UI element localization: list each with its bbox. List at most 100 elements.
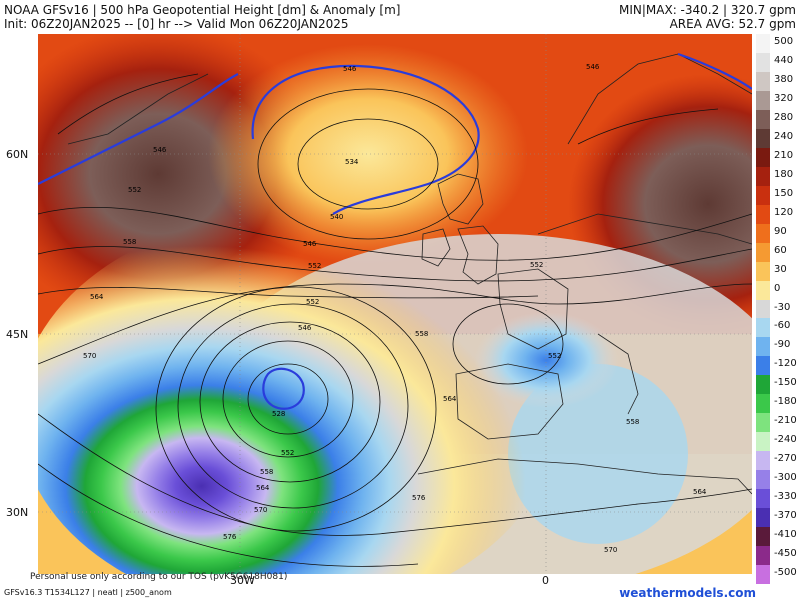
contour-labels: 546 552 558 564 570 546 534 540 546 552 … xyxy=(83,63,707,554)
contour-label: 552 xyxy=(308,262,321,270)
legend-swatch xyxy=(756,223,770,243)
legend-row: -500 xyxy=(756,565,797,584)
legend-row: 380 xyxy=(756,71,796,91)
map-title: NOAA GFSv16 | 500 hPa Geopotential Heigh… xyxy=(4,3,401,17)
legend-row: -60 xyxy=(756,318,796,338)
contour-label: 546 xyxy=(343,65,357,73)
model-info: GFSv16.3 T1534L127 | neatl | z500_anom xyxy=(4,588,172,597)
legend-label: 500 xyxy=(774,36,794,47)
area-average: AREA AVG: 52.7 gpm xyxy=(669,17,796,31)
legend-label: -450 xyxy=(774,548,797,560)
min-max-value: MIN|MAX: -340.2 | 320.7 gpm xyxy=(619,3,796,17)
legend-swatch xyxy=(756,394,770,414)
legend-swatch xyxy=(756,489,770,509)
legend-swatch xyxy=(756,128,770,148)
legend-row: 90 xyxy=(756,223,796,243)
legend-swatch xyxy=(756,508,770,528)
legend-swatch xyxy=(756,280,770,300)
legend-label: -330 xyxy=(774,491,797,503)
legend-row: 320 xyxy=(756,90,796,110)
contour-label: 558 xyxy=(260,468,273,476)
legend-swatch xyxy=(756,546,770,566)
legend-label: -180 xyxy=(774,396,797,408)
contour-label: 570 xyxy=(604,546,617,554)
legend-row: -120 xyxy=(756,356,797,376)
contour-label: 564 xyxy=(443,395,457,403)
contour-label: 558 xyxy=(123,238,136,246)
legend-swatch xyxy=(756,261,770,281)
ireland-coast xyxy=(421,228,451,267)
legend-row: -150 xyxy=(756,375,797,395)
legend-label: 30 xyxy=(774,263,787,275)
legend-row: -210 xyxy=(756,413,797,433)
contour-label: 546 xyxy=(153,146,167,154)
legend-label: 60 xyxy=(774,244,787,256)
legend-swatch xyxy=(756,318,770,338)
tos-notice: Personal use only according to our TOS (… xyxy=(30,572,288,582)
legend-swatch xyxy=(756,565,770,584)
contour-label: 528 xyxy=(272,410,285,418)
legend-row: -30 xyxy=(756,299,796,319)
france-coast xyxy=(497,268,569,350)
contour-label: 552 xyxy=(530,261,543,269)
legend-row: -450 xyxy=(756,546,797,566)
contour-label: 546 xyxy=(586,63,600,71)
color-legend: 500 440 380 320 280 240 210 180 150 120 90 60 30 0 -30… xyxy=(756,34,797,584)
height-540-dm-isoline xyxy=(38,52,752,410)
contour-label: 576 xyxy=(223,533,237,541)
lon-label-0: 0 xyxy=(542,574,549,587)
legend-label: 180 xyxy=(774,168,794,180)
lon-label-30w: 30W xyxy=(230,574,255,587)
brand-link[interactable]: weathermodels.com xyxy=(619,586,756,600)
scandinavia-coast xyxy=(567,53,752,145)
legend-row: -300 xyxy=(756,470,797,490)
anomaly-map[interactable]: 546 552 558 564 570 546 534 540 546 552 … xyxy=(38,34,752,574)
legend-label: 0 xyxy=(774,282,781,294)
legend-row: -370 xyxy=(756,508,797,528)
legend-row: -330 xyxy=(756,489,797,509)
central-europe-border xyxy=(537,213,752,245)
legend-label: -150 xyxy=(774,377,797,389)
legend-swatch xyxy=(756,109,770,129)
legend-label: -120 xyxy=(774,358,797,370)
lat-label-45n: 45N xyxy=(6,328,29,341)
legend-label: 240 xyxy=(774,130,794,142)
lat-label-30n: 30N xyxy=(6,506,29,519)
legend-label: 210 xyxy=(774,149,794,161)
contour-label: 570 xyxy=(83,352,96,360)
legend-swatch xyxy=(756,299,770,319)
greenland-coast xyxy=(67,73,209,145)
contour-label: 546 xyxy=(298,324,312,332)
height-contours xyxy=(38,73,752,567)
legend-swatch xyxy=(756,413,770,433)
contour-label: 564 xyxy=(256,484,270,492)
legend-label: 320 xyxy=(774,92,794,104)
contour-label: 540 xyxy=(330,213,343,221)
legend-label: -90 xyxy=(774,339,791,351)
legend-row: 440 xyxy=(756,52,796,72)
legend-label: 120 xyxy=(774,206,794,218)
legend-swatch xyxy=(756,147,770,167)
contour-label: 534 xyxy=(345,158,359,166)
legend-swatch xyxy=(756,166,770,186)
contour-label: 552 xyxy=(548,352,561,360)
anomaly-north-trough xyxy=(208,44,528,264)
legend-swatch xyxy=(756,451,770,471)
legend-row: 60 xyxy=(756,242,796,262)
legend-swatch xyxy=(756,527,770,547)
england-coast xyxy=(457,225,499,285)
legend-label: -210 xyxy=(774,415,797,427)
legend-row: 500 xyxy=(756,34,796,53)
legend-label: 440 xyxy=(774,54,794,66)
contour-label: 552 xyxy=(306,298,319,306)
contour-label: 546 xyxy=(303,240,317,248)
legend-row: -90 xyxy=(756,337,796,357)
legend-label: -240 xyxy=(774,434,797,446)
graticule xyxy=(38,34,752,574)
legend-row: 280 xyxy=(756,109,796,129)
legend-swatch xyxy=(756,242,770,262)
italy-coast xyxy=(597,333,639,415)
anomaly-atlantic-cutoff-low xyxy=(38,214,558,574)
legend-row: 0 xyxy=(756,280,796,300)
legend-row: 210 xyxy=(756,147,796,167)
